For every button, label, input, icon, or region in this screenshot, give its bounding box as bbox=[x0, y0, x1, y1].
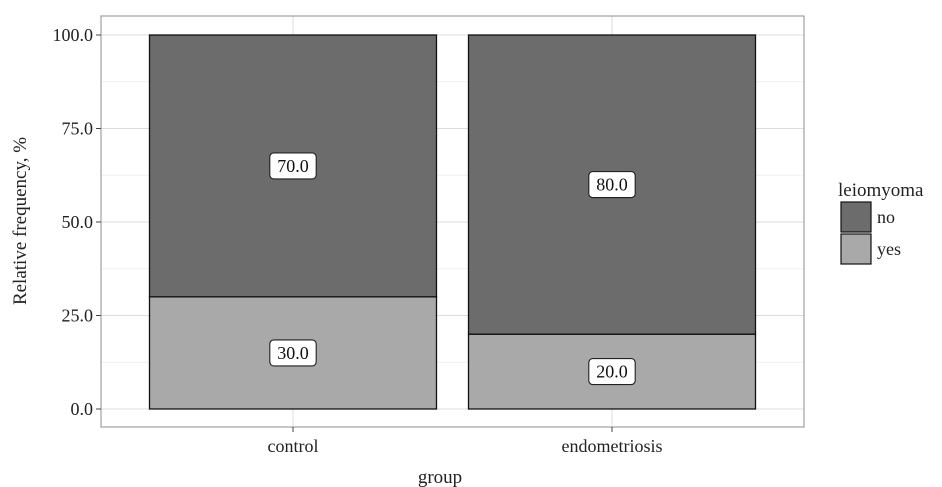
data-label-text: 70.0 bbox=[277, 156, 309, 176]
legend-key-yes bbox=[841, 234, 871, 264]
y-tick-label: 25.0 bbox=[62, 306, 94, 326]
y-tick-label: 50.0 bbox=[62, 212, 94, 232]
legend-label-no: no bbox=[877, 207, 895, 227]
x-tick-label: control bbox=[268, 436, 319, 456]
legend-title: leiomyoma bbox=[838, 180, 924, 201]
x-tick-label: endometriosis bbox=[562, 436, 663, 456]
y-tick-label: 75.0 bbox=[62, 119, 94, 139]
data-label-text: 30.0 bbox=[277, 343, 309, 363]
y-tick-label: 100.0 bbox=[53, 25, 94, 45]
data-label: 70.0 bbox=[270, 153, 316, 179]
legend-key-no bbox=[841, 202, 871, 232]
data-label-text: 80.0 bbox=[596, 175, 628, 195]
legend-label-yes: yes bbox=[877, 239, 901, 259]
x-axis: control endometriosis bbox=[268, 427, 663, 456]
legend: leiomyoma no yes bbox=[838, 180, 924, 264]
y-axis: 0.0 25.0 50.0 75.0 100.0 bbox=[53, 25, 102, 419]
data-label: 30.0 bbox=[270, 340, 316, 366]
data-label-text: 20.0 bbox=[596, 362, 628, 382]
data-label: 20.0 bbox=[589, 359, 635, 385]
x-axis-title: group bbox=[418, 467, 462, 487]
data-label: 80.0 bbox=[589, 172, 635, 198]
y-axis-title: Relative frequency, % bbox=[10, 137, 31, 305]
y-tick-label: 0.0 bbox=[71, 399, 94, 419]
